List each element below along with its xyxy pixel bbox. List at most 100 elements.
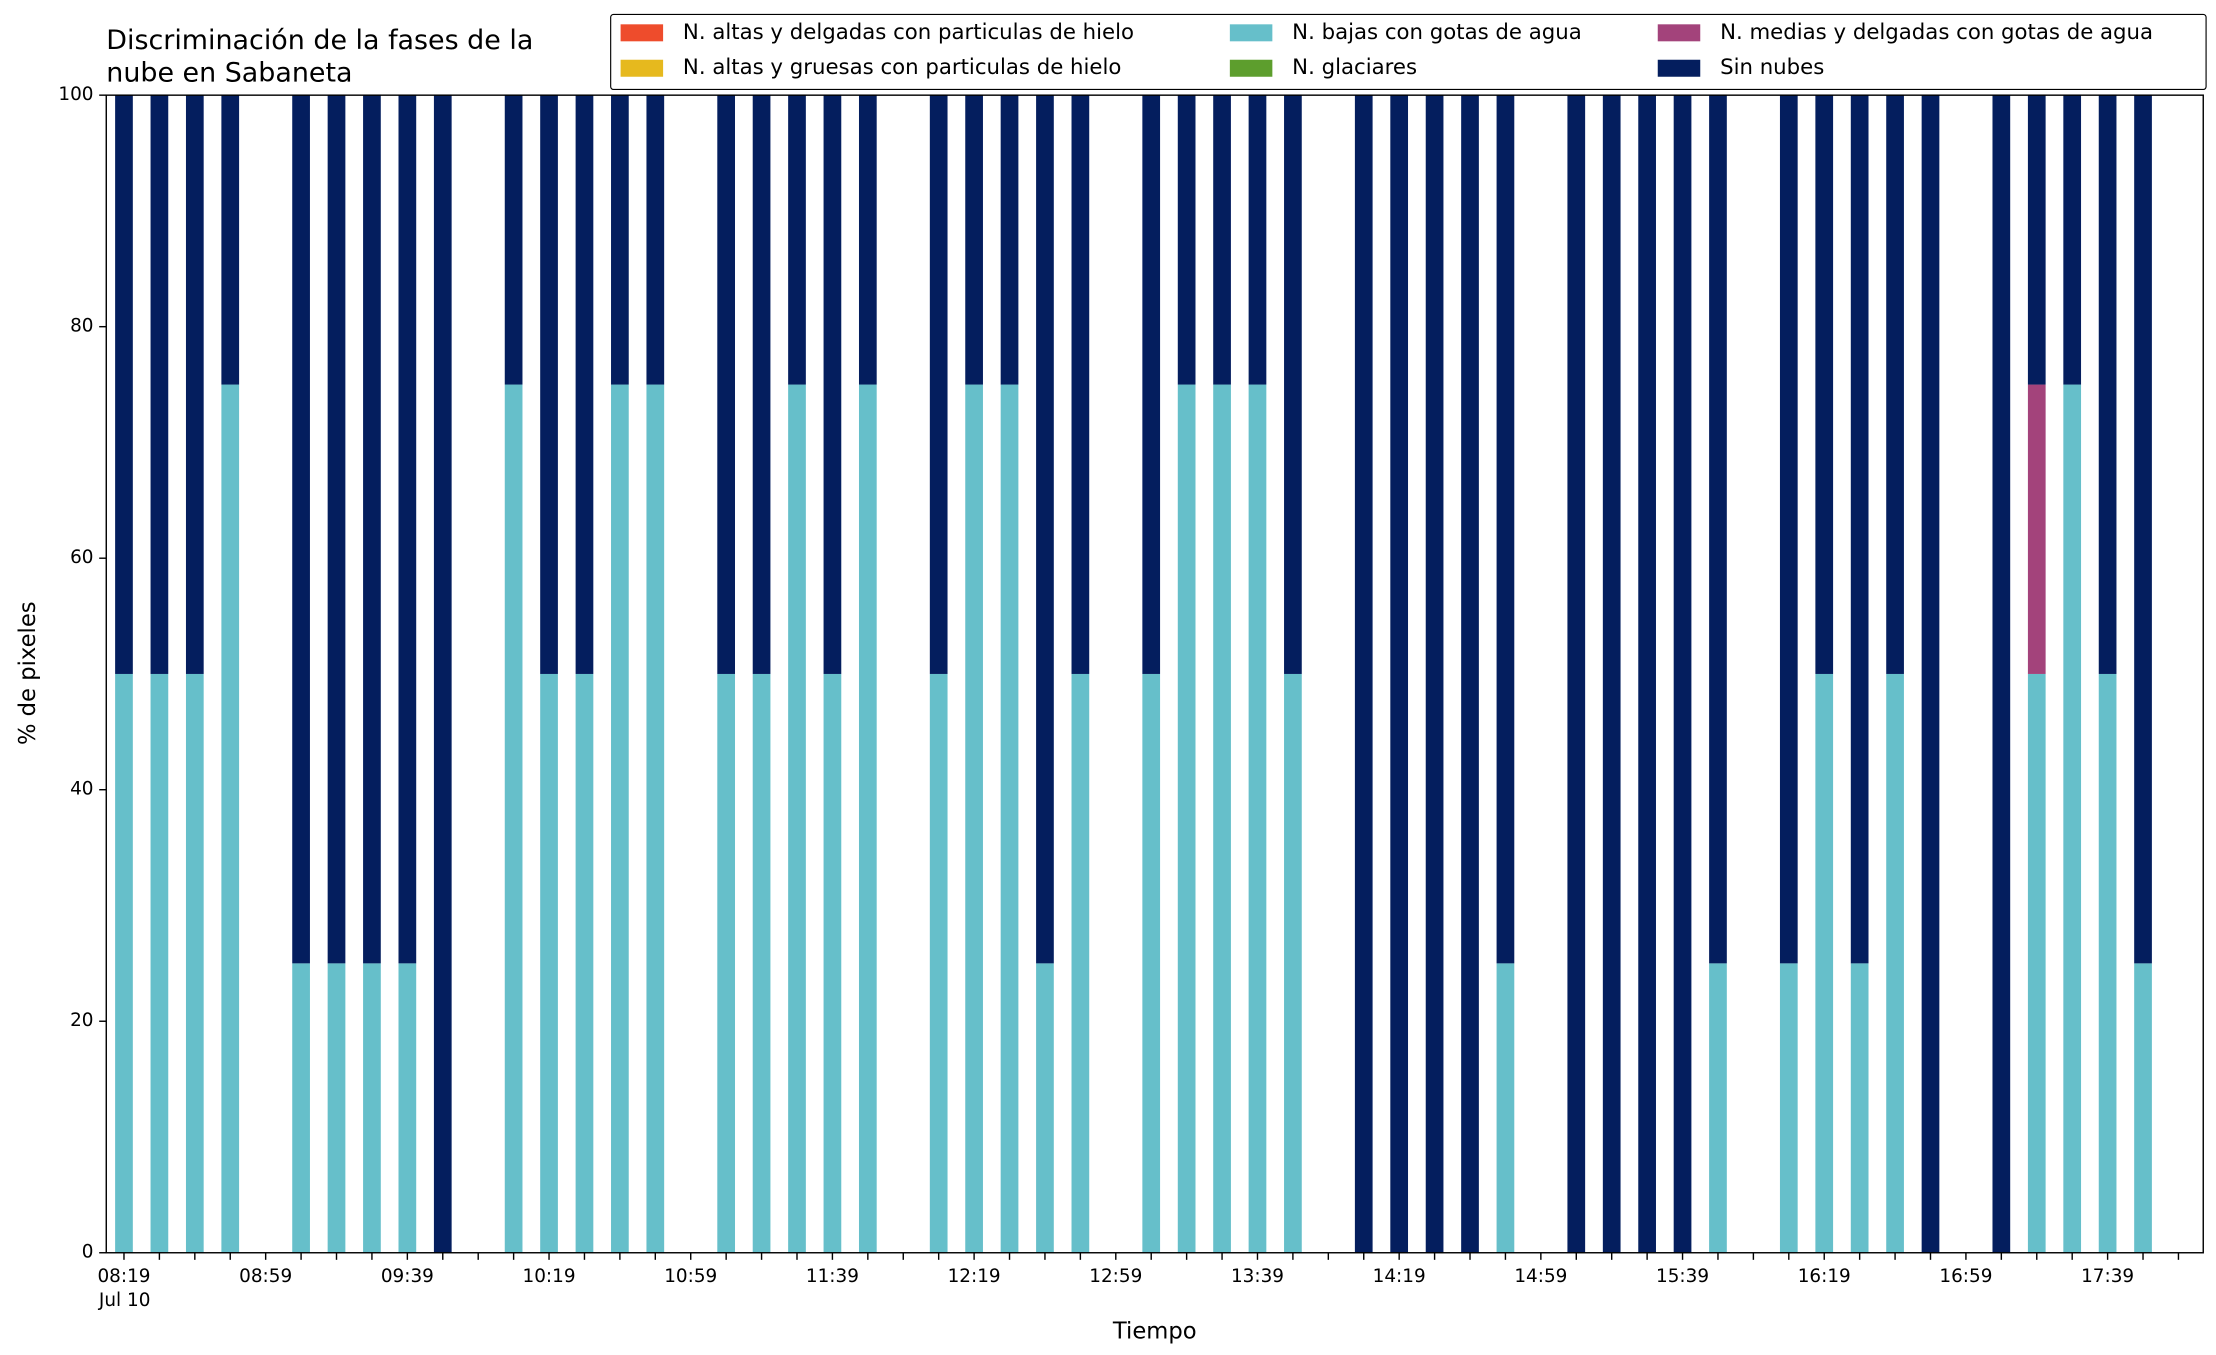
x-tick-label: 16:59 <box>1939 1266 1992 1287</box>
plot-frame <box>105 94 2204 1254</box>
bar-segment <box>858 95 877 385</box>
bar-segment <box>504 384 523 1253</box>
bar-segment <box>611 95 629 385</box>
bar-segment <box>2027 384 2046 674</box>
y-tick-label: 40 <box>70 779 93 800</box>
bar-segment <box>1036 963 1054 1253</box>
bar-segment <box>1709 95 1727 964</box>
bar-segment <box>540 673 558 1253</box>
bar-segment <box>1071 95 1090 674</box>
legend-box <box>610 13 2207 91</box>
bar-segment <box>1921 95 1940 1253</box>
bar-segment <box>221 384 240 1253</box>
bar-segment <box>1390 95 1409 1253</box>
bar-segment <box>788 384 806 1253</box>
bar-segment <box>1779 963 1798 1253</box>
bar-segment <box>2134 95 2152 964</box>
legend-swatch <box>1229 24 1273 42</box>
x-tick-label: 14:19 <box>1373 1266 1426 1287</box>
x-tick-label: 10:19 <box>523 1266 576 1287</box>
x-tick-label: 17:39 <box>2081 1266 2134 1287</box>
legend-swatch <box>1657 59 1701 77</box>
x-tick-label: 14:59 <box>1514 1266 1567 1287</box>
bar-segment <box>1213 95 1231 385</box>
y-tick-label: 0 <box>82 1242 94 1263</box>
x-tick-label: 12:59 <box>1089 1266 1142 1287</box>
bar-segment <box>398 963 417 1253</box>
y-tick-label: 20 <box>70 1010 93 1031</box>
legend-swatch <box>1229 59 1273 77</box>
bar-segment <box>823 95 842 674</box>
y-tick-label: 100 <box>58 84 93 105</box>
y-axis-label: % de pixeles <box>15 601 41 745</box>
bar-segment <box>327 95 346 964</box>
bar-segment <box>717 673 736 1253</box>
bar-segment <box>1850 963 1869 1253</box>
bar-segment <box>1425 95 1444 1253</box>
legend-label: N. altas y delgadas con particulas de hi… <box>683 20 1134 45</box>
bar-segment <box>1815 673 1834 1253</box>
bar-segment <box>363 95 381 964</box>
x-tick-label: 12:19 <box>948 1266 1001 1287</box>
legend-label: Sin nubes <box>1720 55 1824 80</box>
bar-segment <box>1177 384 1196 1253</box>
bar-segment <box>965 384 983 1253</box>
bar-segment <box>1602 95 1621 1253</box>
legend-label: N. bajas con gotas de agua <box>1292 20 1582 45</box>
bar-segment <box>823 673 842 1253</box>
x-tick-label: 15:39 <box>1656 1266 1709 1287</box>
bar-segment <box>2098 673 2117 1253</box>
bar-segment <box>1354 95 1373 1253</box>
x-tick-label: 08:19 <box>97 1266 150 1287</box>
bar-segment <box>115 95 133 674</box>
x-tick-label: 16:19 <box>1798 1266 1851 1287</box>
bar-segment <box>292 95 310 964</box>
bar-segment <box>1461 95 1479 1253</box>
bar-segment <box>929 95 948 674</box>
bar-segment <box>2027 95 2046 385</box>
bar-segment <box>1709 963 1727 1253</box>
bar-segment <box>1036 95 1054 964</box>
legend-label: N. altas y gruesas con particulas de hie… <box>683 55 1121 80</box>
bar-segment <box>611 384 629 1253</box>
bar-segment <box>2098 95 2117 674</box>
bar-segment <box>646 384 665 1253</box>
bar-segment <box>540 95 558 674</box>
bar-segment <box>646 95 665 385</box>
bar-segment <box>717 95 736 674</box>
bar-segment <box>1071 673 1090 1253</box>
bar-segment <box>1815 95 1834 674</box>
bar-segment <box>2134 963 2152 1253</box>
bar-segment <box>1496 95 1515 964</box>
bar-segment <box>1496 963 1515 1253</box>
bar-segment <box>1886 95 1904 674</box>
bar-segment <box>2027 673 2046 1253</box>
bar-segment <box>221 95 240 385</box>
bar-segment <box>1850 95 1869 964</box>
bar-segment <box>1213 384 1231 1253</box>
legend-swatch <box>1657 24 1701 42</box>
legend-swatch <box>620 59 664 77</box>
bar-segment <box>363 963 381 1253</box>
bar-segment <box>1177 95 1196 385</box>
bar-segment <box>185 95 204 674</box>
legend-label: N. glaciares <box>1292 55 1417 80</box>
bar-segment <box>1673 95 1692 1253</box>
bar-segment <box>752 95 771 674</box>
bar-segment <box>1248 384 1267 1253</box>
bar-segment <box>1567 95 1586 1253</box>
bar-segment <box>150 95 169 674</box>
bar-segment <box>1000 95 1019 385</box>
bar-segment <box>1284 673 1302 1253</box>
bar-segment <box>1000 384 1019 1253</box>
bar-segment <box>858 384 877 1253</box>
x-date-label: Jul 10 <box>98 1290 150 1311</box>
bar-segment <box>2063 384 2082 1253</box>
bar-segment <box>150 673 169 1253</box>
bar-segment <box>2063 95 2082 385</box>
bar-segment <box>1886 673 1904 1253</box>
bar-segment <box>575 95 594 674</box>
bar-segment <box>929 673 948 1253</box>
y-tick-label: 80 <box>70 316 93 337</box>
